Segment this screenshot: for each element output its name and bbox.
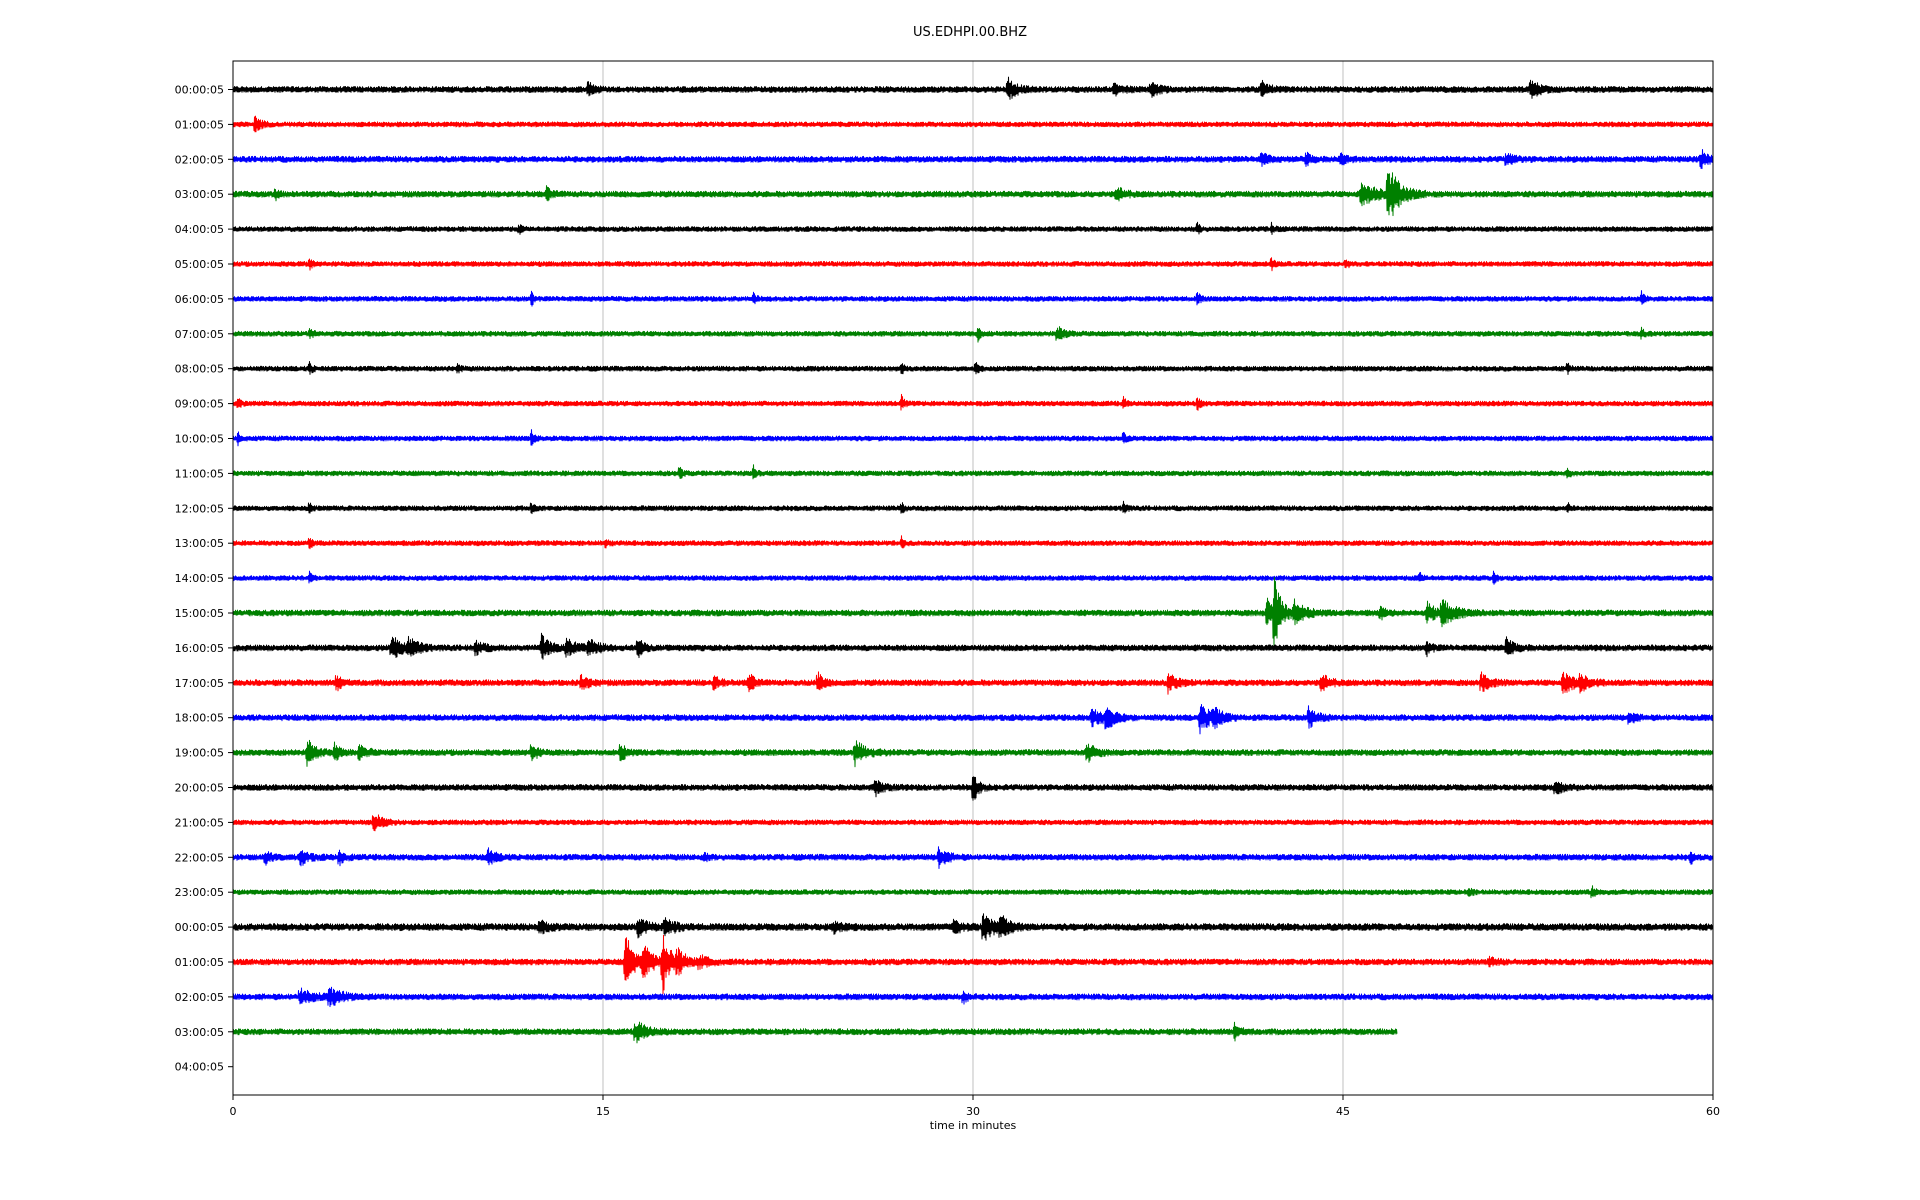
y-tick-label: 13:00:05: [175, 537, 224, 550]
y-tick-label: 04:00:05: [175, 1061, 224, 1074]
trace-row-13: [232, 535, 1714, 550]
x-axis-ticks: 0 15 30 45 60: [230, 1095, 1720, 1118]
trace-row-14: [232, 570, 1714, 585]
trace-row-1: [232, 115, 1714, 133]
trace-row-3: [232, 172, 1714, 217]
trace-row-12: [232, 500, 1714, 515]
trace-row-9: [232, 393, 1714, 411]
y-tick-label: 11:00:05: [175, 467, 224, 480]
y-tick-label: 02:00:05: [175, 991, 224, 1004]
trace-row-10: [232, 429, 1714, 447]
trace-row-20: [232, 776, 1714, 801]
trace-row-5: [232, 257, 1714, 272]
y-tick-label: 22:00:05: [175, 851, 224, 864]
trace-lines: [232, 76, 1714, 1044]
trace-row-27: [232, 1021, 1398, 1044]
y-tick-label: 00:00:05: [175, 84, 224, 97]
trace-row-6: [232, 290, 1714, 307]
trace-row-23: [232, 885, 1714, 899]
y-tick-label: 02:00:05: [175, 153, 224, 166]
trace-row-22: [232, 846, 1714, 869]
trace-row-8: [232, 361, 1714, 375]
x-tick-label: 30: [966, 1105, 980, 1118]
y-tick-label: 16:00:05: [175, 642, 224, 655]
y-tick-label: 21:00:05: [175, 816, 224, 829]
x-tick-label: 60: [1706, 1105, 1720, 1118]
trace-row-17: [232, 671, 1714, 695]
trace-row-2: [232, 149, 1714, 170]
trace-row-19: [232, 739, 1714, 768]
x-tick-label: 0: [230, 1105, 237, 1118]
chart-title: US.EDHPI.00.BHZ: [913, 25, 1027, 40]
y-tick-label: 14:00:05: [175, 572, 224, 585]
y-tick-label: 15:00:05: [175, 607, 224, 620]
y-tick-label: 23:00:05: [175, 886, 224, 899]
y-tick-label: 10:00:05: [175, 433, 224, 446]
y-tick-label: 03:00:05: [175, 188, 224, 201]
trace-row-4: [232, 221, 1714, 235]
y-tick-label: 07:00:05: [175, 328, 224, 341]
y-tick-label: 06:00:05: [175, 293, 224, 306]
trace-row-7: [232, 326, 1714, 343]
x-tick-label: 15: [596, 1105, 610, 1118]
y-tick-label: 18:00:05: [175, 712, 224, 725]
trace-row-0: [232, 76, 1714, 100]
y-tick-label: 09:00:05: [175, 398, 224, 411]
x-tick-label: 45: [1336, 1105, 1350, 1118]
trace-row-24: [232, 913, 1714, 941]
y-tick-label: 04:00:05: [175, 223, 224, 236]
y-tick-label: 03:00:05: [175, 1026, 224, 1039]
y-tick-labels: 00:00:05 01:00:05 02:00:05 03:00:05 04:00:05…: [175, 84, 233, 1074]
x-axis-label: time in minutes: [930, 1119, 1017, 1132]
trace-row-21: [232, 814, 1714, 832]
trace-row-11: [232, 464, 1714, 480]
y-tick-label: 05:00:05: [175, 258, 224, 271]
y-tick-label: 00:00:05: [175, 921, 224, 934]
y-tick-label: 17:00:05: [175, 677, 224, 690]
y-tick-label: 19:00:05: [175, 747, 224, 760]
trace-row-18: [232, 704, 1714, 735]
y-tick-label: 08:00:05: [175, 363, 224, 376]
trace-row-15: [232, 576, 1714, 647]
y-tick-label: 20:00:05: [175, 782, 224, 795]
trace-row-26: [232, 986, 1714, 1008]
y-tick-label: 01:00:05: [175, 118, 224, 131]
y-tick-label: 01:00:05: [175, 956, 224, 969]
trace-row-16: [232, 632, 1714, 660]
trace-row-25: [232, 934, 1714, 995]
y-tick-label: 12:00:05: [175, 502, 224, 515]
